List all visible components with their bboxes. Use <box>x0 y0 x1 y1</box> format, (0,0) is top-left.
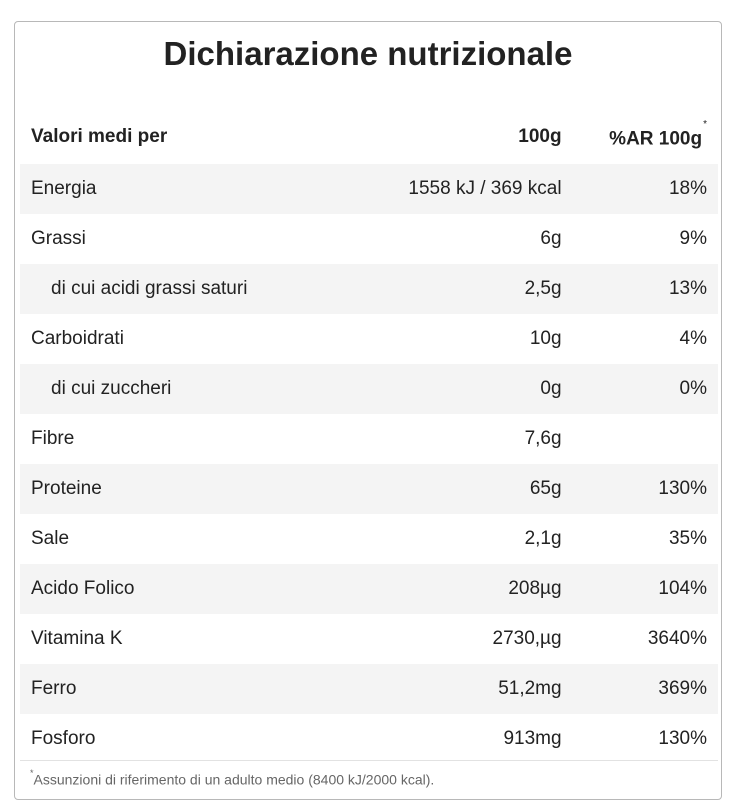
nutrient-value: 65g <box>341 464 562 515</box>
nutrient-name: Ferro <box>20 664 342 715</box>
header-ar-footnote-mark: * <box>703 119 707 130</box>
nutrient-ar: 9% <box>679 228 707 250</box>
table-row: Energia 1558 kJ / 369 kcal 18% <box>20 164 718 215</box>
nutrient-ar: 0% <box>561 364 718 415</box>
nutrient-ar: 369% <box>561 664 718 715</box>
table-row: Grassi 6g 9% <box>20 214 718 264</box>
nutrition-card: Dichiarazione nutrizionale Valori medi p… <box>14 21 722 800</box>
nutrient-name: di cui zuccheri <box>20 364 342 415</box>
nutrient-name: Proteine <box>20 464 342 515</box>
footnote: *Assunzioni di riferimento di un adulto … <box>20 760 718 788</box>
nutrient-ar: 130% <box>561 464 718 515</box>
table-row: Fosforo 913mg 130% <box>20 714 718 764</box>
nutrient-name: Acido Folico <box>20 564 342 615</box>
nutrient-ar: 104% <box>561 564 718 615</box>
nutrient-value: 913mg <box>503 728 562 750</box>
table-row: Sale 2,1g 35% <box>20 514 718 564</box>
nutrient-name: di cui acidi grassi saturi <box>20 264 342 315</box>
nutrient-name: Energia <box>20 164 342 215</box>
nutrient-ar: 18% <box>561 164 718 215</box>
header-ar-label: %AR 100g <box>609 128 703 150</box>
nutrient-name: Sale <box>31 528 70 550</box>
table-row: Carboidrati 10g 4% <box>20 314 718 364</box>
nutrient-value: 2,1g <box>524 528 562 550</box>
table-row: di cui acidi grassi saturi 2,5g 13% <box>20 264 718 315</box>
nutrient-value: 2,5g <box>341 264 562 315</box>
nutrient-ar: 35% <box>668 528 707 550</box>
nutrient-name: Vitamina K <box>31 628 123 650</box>
nutrient-ar: 3640% <box>647 628 707 650</box>
nutrient-value: 1558 kJ / 369 kcal <box>341 164 562 215</box>
header-100g: 100g <box>518 126 562 148</box>
nutrient-ar: 4% <box>679 328 707 350</box>
nutrient-value: 2730,µg <box>492 628 562 650</box>
nutrient-value: 0g <box>341 364 562 415</box>
nutrient-value: 10g <box>529 328 562 350</box>
table-row: di cui zuccheri 0g 0% <box>20 364 718 415</box>
nutrient-value: 51,2mg <box>341 664 562 715</box>
header-per: Valori medi per <box>31 126 168 148</box>
nutrient-name: Grassi <box>31 228 86 250</box>
nutrient-name: Fosforo <box>31 728 96 750</box>
table-row: Fibre 7,6g <box>20 414 718 464</box>
table-row: Acido Folico 208µg 104% <box>20 564 718 615</box>
nutrient-name: Carboidrati <box>31 328 124 350</box>
nutrient-value: 7,6g <box>524 428 562 450</box>
footnote-mark: * <box>30 768 34 778</box>
nutrient-name: Fibre <box>31 428 75 450</box>
footnote-text: Assunzioni di riferimento di un adulto m… <box>33 771 435 788</box>
table-row: Vitamina K 2730,µg 3640% <box>20 614 718 664</box>
nutrient-ar: 13% <box>561 264 718 315</box>
nutrition-table: Valori medi per 100g %AR 100g* Energia 1… <box>20 110 718 764</box>
page-title: Dichiarazione nutrizionale <box>163 35 573 72</box>
nutrient-value: 6g <box>540 228 562 250</box>
nutrient-ar <box>562 414 718 464</box>
table-header-row: Valori medi per 100g %AR 100g* <box>20 110 718 164</box>
nutrient-value: 208µg <box>341 564 562 615</box>
header-ar: %AR 100g* <box>562 110 718 164</box>
nutrient-ar: 130% <box>658 728 707 750</box>
table-row: Proteine 65g 130% <box>20 464 718 515</box>
table-row: Ferro 51,2mg 369% <box>20 664 718 715</box>
